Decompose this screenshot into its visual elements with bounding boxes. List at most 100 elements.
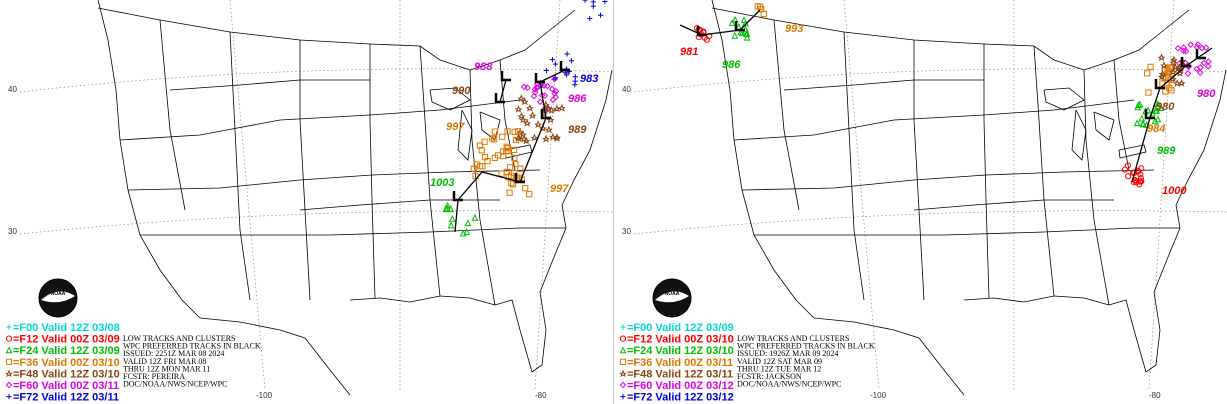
cluster-plus bbox=[590, 3, 596, 9]
cluster-square bbox=[522, 185, 529, 192]
cluster-diamond bbox=[1187, 41, 1195, 48]
cluster-triangle bbox=[459, 229, 467, 237]
cluster-diamond bbox=[544, 82, 551, 90]
cluster-plus bbox=[552, 61, 559, 67]
cluster-triangle bbox=[743, 33, 751, 41]
cluster-star bbox=[544, 104, 553, 113]
noaa-logo-text: NOAA bbox=[665, 291, 680, 297]
central-pressure: 984 bbox=[1147, 123, 1165, 135]
boundary-line bbox=[469, 69, 496, 306]
legend-entry: =F36 Valid 00Z 03/10 bbox=[13, 357, 120, 369]
boundary-line bbox=[299, 40, 311, 301]
boundary-line bbox=[97, 0, 201, 319]
cluster-plus bbox=[549, 56, 556, 63]
central-pressure: 1000 bbox=[1162, 185, 1187, 197]
cluster-square bbox=[503, 168, 510, 176]
legend-entry: =F36 Valid 00Z 03/11 bbox=[627, 357, 733, 369]
cluster-square bbox=[499, 133, 506, 140]
cluster-triangle bbox=[619, 346, 627, 354]
central-pressure: 997 bbox=[446, 121, 465, 133]
info-line: LOW TRACKS AND CLUSTERS bbox=[123, 334, 235, 343]
central-pressure: 986 bbox=[568, 93, 587, 105]
cluster-plus bbox=[582, 0, 588, 3]
cluster-circle bbox=[1132, 178, 1139, 185]
cluster-diamond bbox=[5, 381, 13, 389]
cluster-circle bbox=[1137, 171, 1144, 178]
low-marker bbox=[1154, 79, 1165, 90]
cluster-star bbox=[553, 133, 561, 142]
preferred-track bbox=[499, 79, 507, 103]
boundary-line bbox=[754, 227, 1180, 236]
cluster-square bbox=[619, 358, 627, 365]
cluster-triangle bbox=[5, 346, 13, 354]
cluster-square bbox=[1144, 70, 1151, 77]
cluster-triangle bbox=[1134, 103, 1142, 111]
longitude-line bbox=[229, 0, 266, 391]
cluster-diamond bbox=[619, 381, 627, 389]
cluster-square bbox=[1145, 89, 1152, 96]
cluster-diamond bbox=[524, 84, 531, 92]
cluster-square bbox=[512, 136, 520, 144]
map-panel: 40 30 -100 -80 988 983 990 986 997 989 1003 997 NOAA… bbox=[5, 0, 614, 404]
legend-entry: =F60 Valid 00Z 03/11 bbox=[13, 380, 119, 392]
cluster-triangle bbox=[728, 19, 736, 26]
cluster-star bbox=[545, 125, 553, 134]
cluster-star bbox=[553, 133, 561, 141]
cluster-star bbox=[525, 103, 534, 112]
boundary-line bbox=[1113, 59, 1130, 171]
info-line: ISSUED: 1926Z MAR 09 2024 bbox=[737, 349, 838, 358]
cluster-diamond bbox=[1174, 44, 1182, 52]
low-marker bbox=[540, 109, 551, 120]
cluster-triangle bbox=[471, 213, 479, 221]
boundary-line bbox=[199, 317, 351, 396]
noaa-logo-bird bbox=[655, 291, 689, 303]
cluster-diamond bbox=[536, 98, 544, 106]
longitude-label: -100 bbox=[256, 391, 273, 400]
cluster-diamond bbox=[552, 87, 560, 95]
cluster-star bbox=[517, 94, 526, 102]
low-marker bbox=[514, 173, 525, 184]
low-marker bbox=[534, 73, 545, 84]
cluster-plus bbox=[620, 324, 626, 330]
central-pressure: 980 bbox=[1156, 101, 1175, 113]
boundary-line bbox=[741, 169, 1155, 191]
cluster-square bbox=[499, 148, 507, 155]
cluster-diamond bbox=[548, 85, 556, 93]
cluster-square bbox=[517, 165, 524, 172]
cluster-circle bbox=[1137, 175, 1145, 182]
info-line: FCSTR: JACKSON bbox=[737, 372, 802, 381]
cluster-triangle bbox=[448, 214, 456, 222]
cluster-plus bbox=[6, 394, 12, 400]
cluster-star bbox=[558, 103, 566, 112]
cluster-star bbox=[1169, 67, 1177, 76]
legend-entry: =F12 Valid 00Z 03/09 bbox=[13, 334, 120, 346]
cluster-star bbox=[5, 369, 13, 378]
cluster-star bbox=[539, 123, 547, 132]
central-pressure: 989 bbox=[568, 124, 587, 136]
cluster-triangle bbox=[731, 31, 739, 39]
info-line: ISSUED: 2251Z MAR 08 2024 bbox=[123, 349, 224, 358]
cluster-triangle bbox=[444, 201, 451, 209]
cluster-triangle bbox=[1151, 117, 1159, 125]
cluster-circle bbox=[1138, 165, 1145, 172]
boundary-line bbox=[349, 69, 613, 373]
cluster-triangle bbox=[447, 221, 455, 229]
cluster-star bbox=[619, 369, 627, 378]
cluster-star bbox=[534, 120, 542, 128]
legend-entry: =F48 Valid 12Z 03/10 bbox=[13, 368, 120, 380]
cluster-square bbox=[489, 135, 496, 142]
cluster-diamond bbox=[1194, 41, 1202, 48]
cluster-diamond bbox=[531, 86, 539, 93]
info-line: DOC/NOAA/NWS/NCEP/WPC bbox=[123, 380, 227, 389]
latitude-label: 30 bbox=[8, 227, 17, 236]
cluster-plus bbox=[620, 394, 626, 400]
boundary-line bbox=[1083, 69, 1110, 306]
legend-entry: =F12 Valid 00Z 03/10 bbox=[627, 334, 734, 346]
central-pressure: 990 bbox=[452, 85, 471, 97]
cluster-diamond bbox=[520, 83, 528, 91]
latitude-label: 40 bbox=[8, 85, 17, 94]
noaa-logo-text: NOAA bbox=[51, 291, 66, 297]
low-marker bbox=[1144, 109, 1155, 120]
cluster-diamond bbox=[1184, 70, 1192, 77]
